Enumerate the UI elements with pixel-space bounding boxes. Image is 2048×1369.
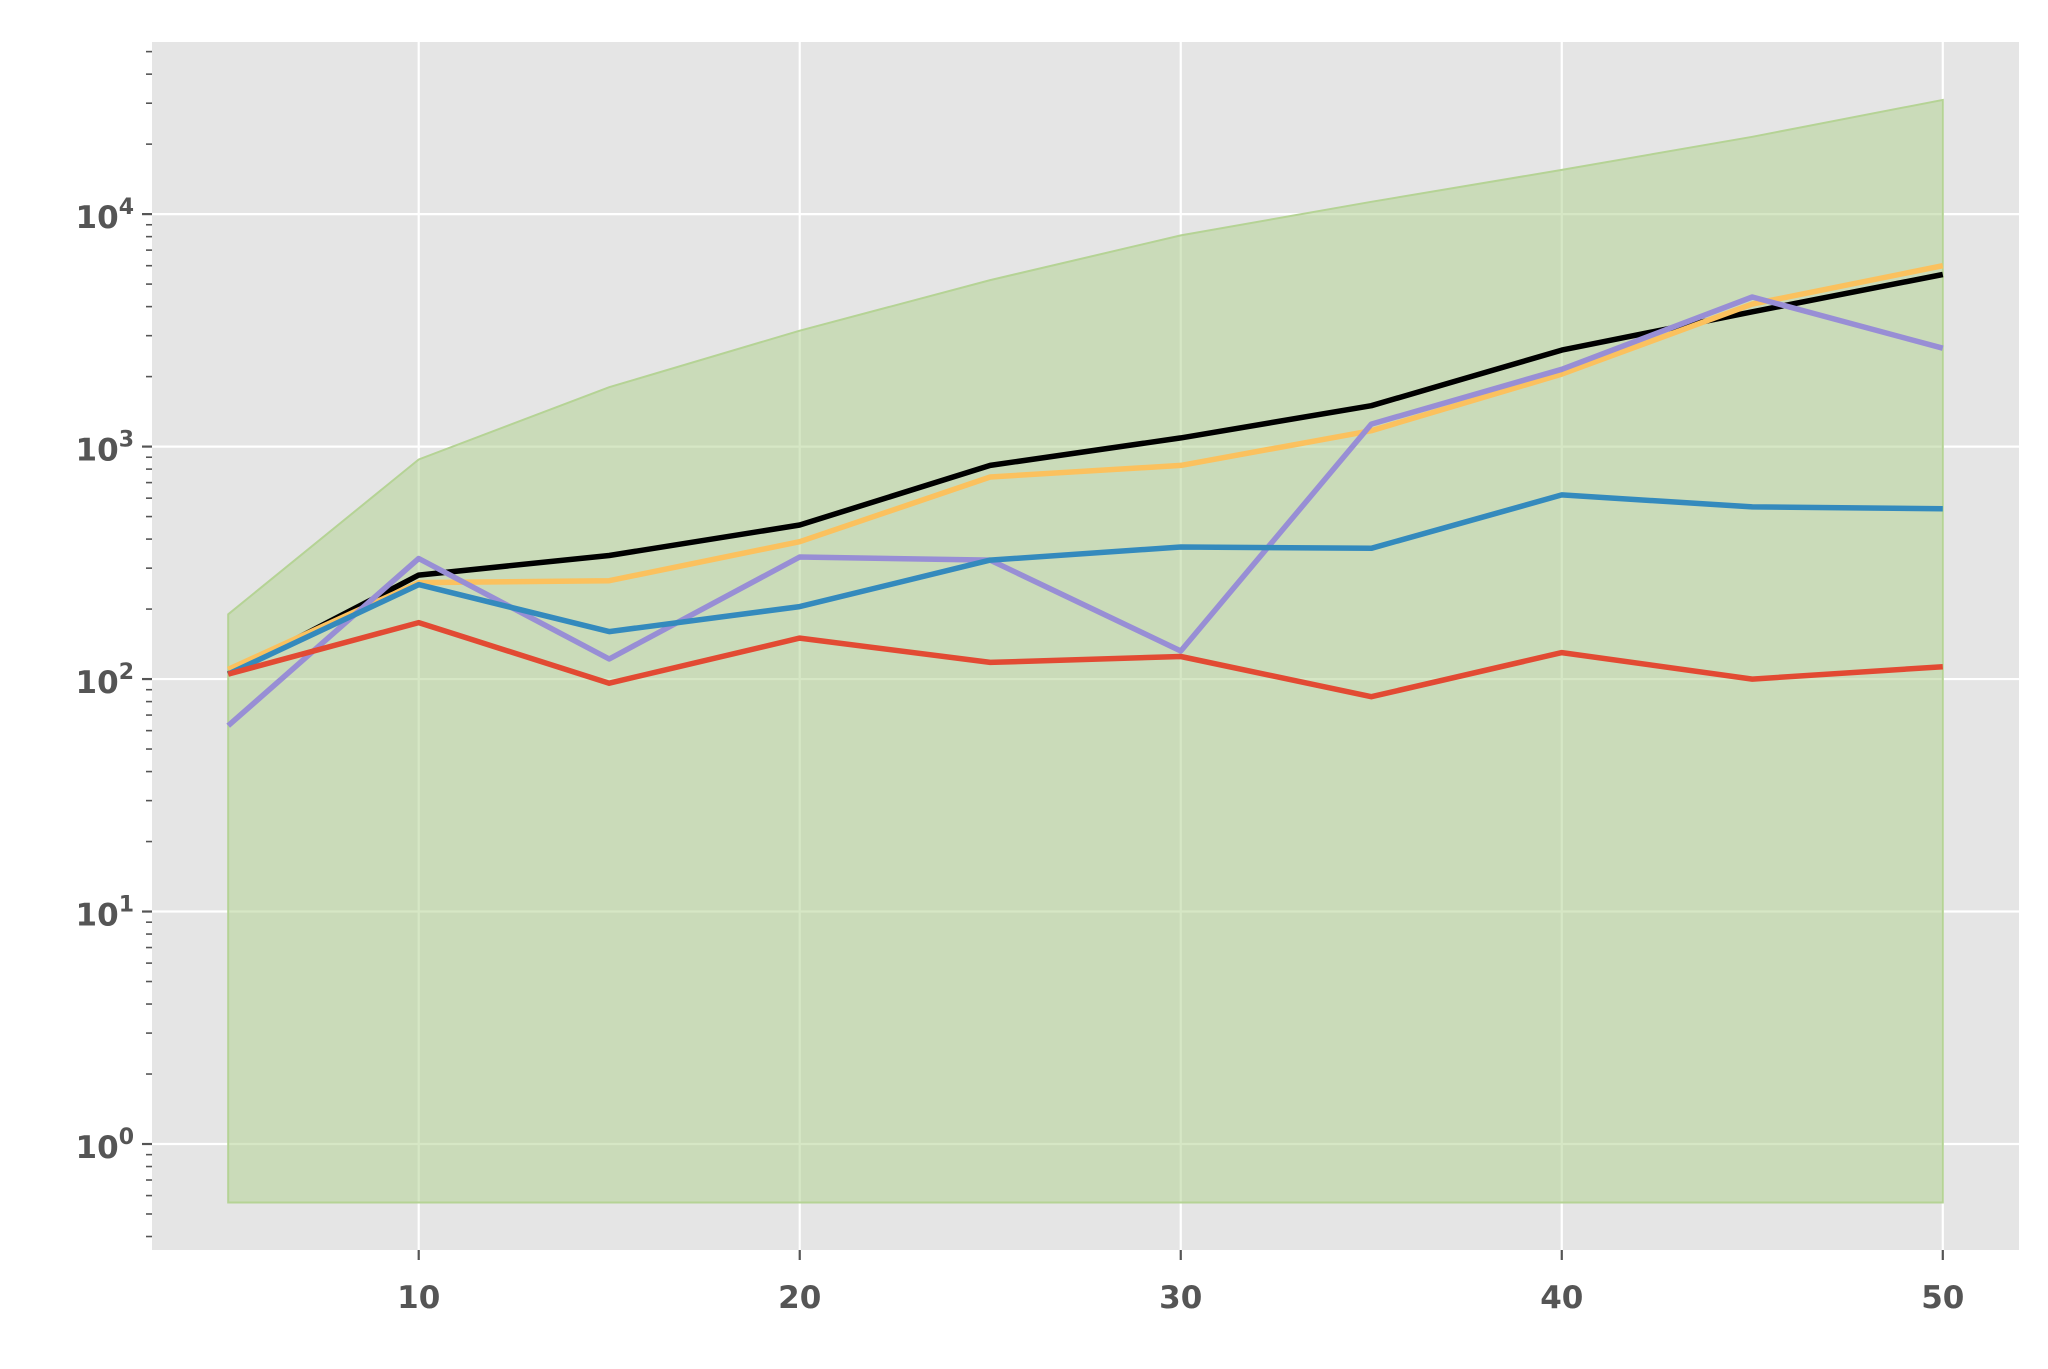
y-tick-label: 101 <box>76 893 134 934</box>
series-lines <box>226 263 1944 728</box>
x-tick-label: 20 <box>778 1280 821 1316</box>
y-tick-label: 104 <box>76 195 134 236</box>
x-tick-label: 50 <box>1921 1280 1964 1316</box>
y-minor-ticks <box>146 50 152 1238</box>
band-area <box>227 98 1944 1204</box>
x-tick-label: 40 <box>1540 1280 1583 1316</box>
x-tick-label: 30 <box>1159 1280 1202 1316</box>
series-line-2 <box>227 263 1944 672</box>
y-axis-ticks: 100 101 102 103 104 <box>76 195 152 1166</box>
confidence-band <box>227 98 1944 1204</box>
x-axis-ticks: 10 20 30 40 50 <box>397 1250 1964 1316</box>
y-tick-label: 102 <box>76 660 134 701</box>
y-tick-label: 100 <box>76 1125 134 1166</box>
y-tick-label: 103 <box>76 428 134 469</box>
series-line-4 <box>227 492 1943 677</box>
series-line-5 <box>227 619 1943 700</box>
x-tick-label: 10 <box>397 1280 440 1316</box>
